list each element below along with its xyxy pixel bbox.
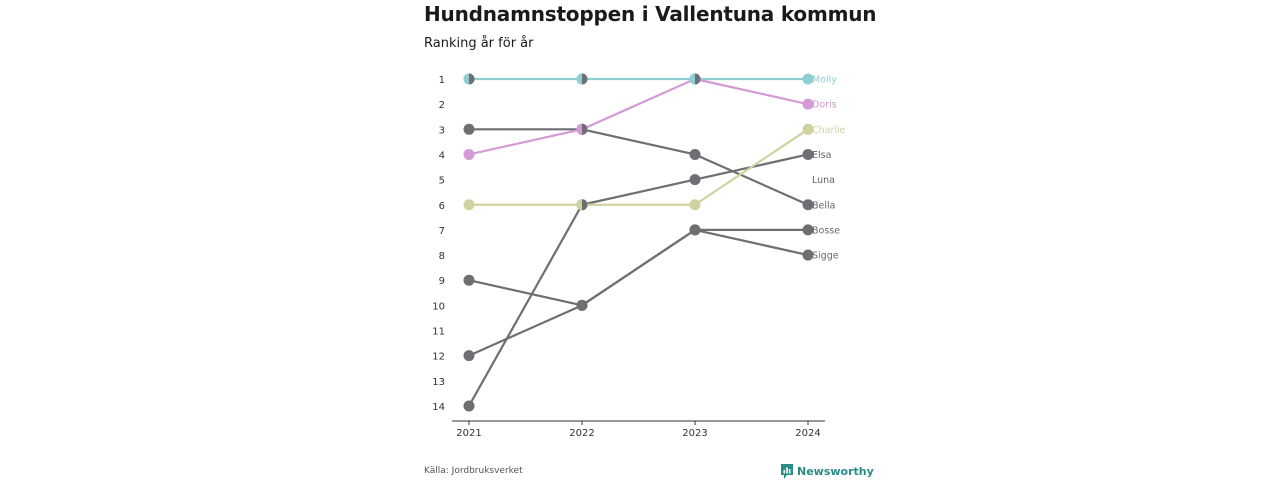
series-line-doris xyxy=(468,77,809,156)
data-point-doris xyxy=(802,98,814,110)
series-line-charlie xyxy=(469,128,809,206)
data-point-bella xyxy=(463,123,475,135)
brand-logo: Newsworthy xyxy=(781,464,874,479)
overlap-marker-left xyxy=(576,199,582,211)
data-point-molly xyxy=(802,73,814,85)
overlap-marker-right xyxy=(582,73,588,85)
series-label-luna: Luna xyxy=(812,175,835,186)
data-point-doris xyxy=(463,148,475,160)
y-tick-label: 3 xyxy=(439,125,445,136)
series-label-molly: Molly xyxy=(812,75,837,86)
series-label-bella: Bella xyxy=(812,200,835,211)
x-tick-label: 2024 xyxy=(795,428,820,439)
data-point-bella xyxy=(689,148,701,160)
data-point-elsa xyxy=(802,148,814,160)
y-tick-label: 7 xyxy=(439,226,445,237)
data-point-sigge xyxy=(802,249,814,261)
y-tick-label: 2 xyxy=(439,100,445,111)
series-label-bosse: Bosse xyxy=(812,225,840,236)
newsworthy-icon xyxy=(781,464,793,479)
x-tick-label: 2022 xyxy=(569,428,594,439)
source-note: Källa: Jordbruksverket xyxy=(424,466,523,476)
data-point-charlie xyxy=(689,199,701,211)
series-line-elsa xyxy=(468,153,809,407)
series-line-bosse xyxy=(468,228,808,357)
overlap-marker-left xyxy=(576,123,582,135)
data-point-bosse xyxy=(802,224,814,236)
series-label-elsa: Elsa xyxy=(812,150,831,161)
chart-subtitle: Ranking år för år xyxy=(424,36,534,51)
data-point-elsa xyxy=(689,174,701,186)
overlap-marker-left xyxy=(463,73,469,85)
data-point-bella xyxy=(802,199,814,211)
series-line-bella xyxy=(469,128,809,206)
series-label-charlie: Charlie xyxy=(812,125,846,136)
y-tick-label: 8 xyxy=(439,251,445,262)
chart-title: Hundnamnstoppen i Vallentuna kommun xyxy=(424,2,877,26)
y-tick-label: 12 xyxy=(432,352,445,363)
overlap-marker-right xyxy=(469,73,475,85)
overlap-marker-right xyxy=(582,199,588,211)
data-point-bosse xyxy=(463,350,475,362)
overlap-marker-left xyxy=(689,73,695,85)
series-line-sigge xyxy=(468,228,809,307)
data-point-sigge xyxy=(576,299,588,311)
brand-name: Newsworthy xyxy=(797,465,874,478)
data-point-elsa xyxy=(463,400,475,412)
y-tick-label: 4 xyxy=(439,150,445,161)
y-tick-label: 6 xyxy=(439,201,445,212)
y-tick-label: 10 xyxy=(432,301,445,312)
y-tick-label: 14 xyxy=(432,402,445,413)
y-tick-label: 13 xyxy=(432,377,445,388)
data-point-charlie xyxy=(802,123,814,135)
y-tick-label: 9 xyxy=(439,276,445,287)
overlap-marker-right xyxy=(582,123,588,135)
series-label-sigge: Sigge xyxy=(812,251,839,262)
overlap-marker-left xyxy=(576,73,582,85)
x-tick-label: 2023 xyxy=(682,428,707,439)
y-tick-label: 11 xyxy=(432,327,445,338)
x-tick-label: 2021 xyxy=(456,428,481,439)
y-tick-label: 1 xyxy=(439,75,445,86)
data-point-charlie xyxy=(463,199,475,211)
data-point-sigge xyxy=(689,224,701,236)
overlap-marker-right xyxy=(695,73,701,85)
series-label-doris: Doris xyxy=(812,100,837,111)
y-tick-label: 5 xyxy=(439,176,445,187)
data-point-sigge xyxy=(463,274,475,286)
